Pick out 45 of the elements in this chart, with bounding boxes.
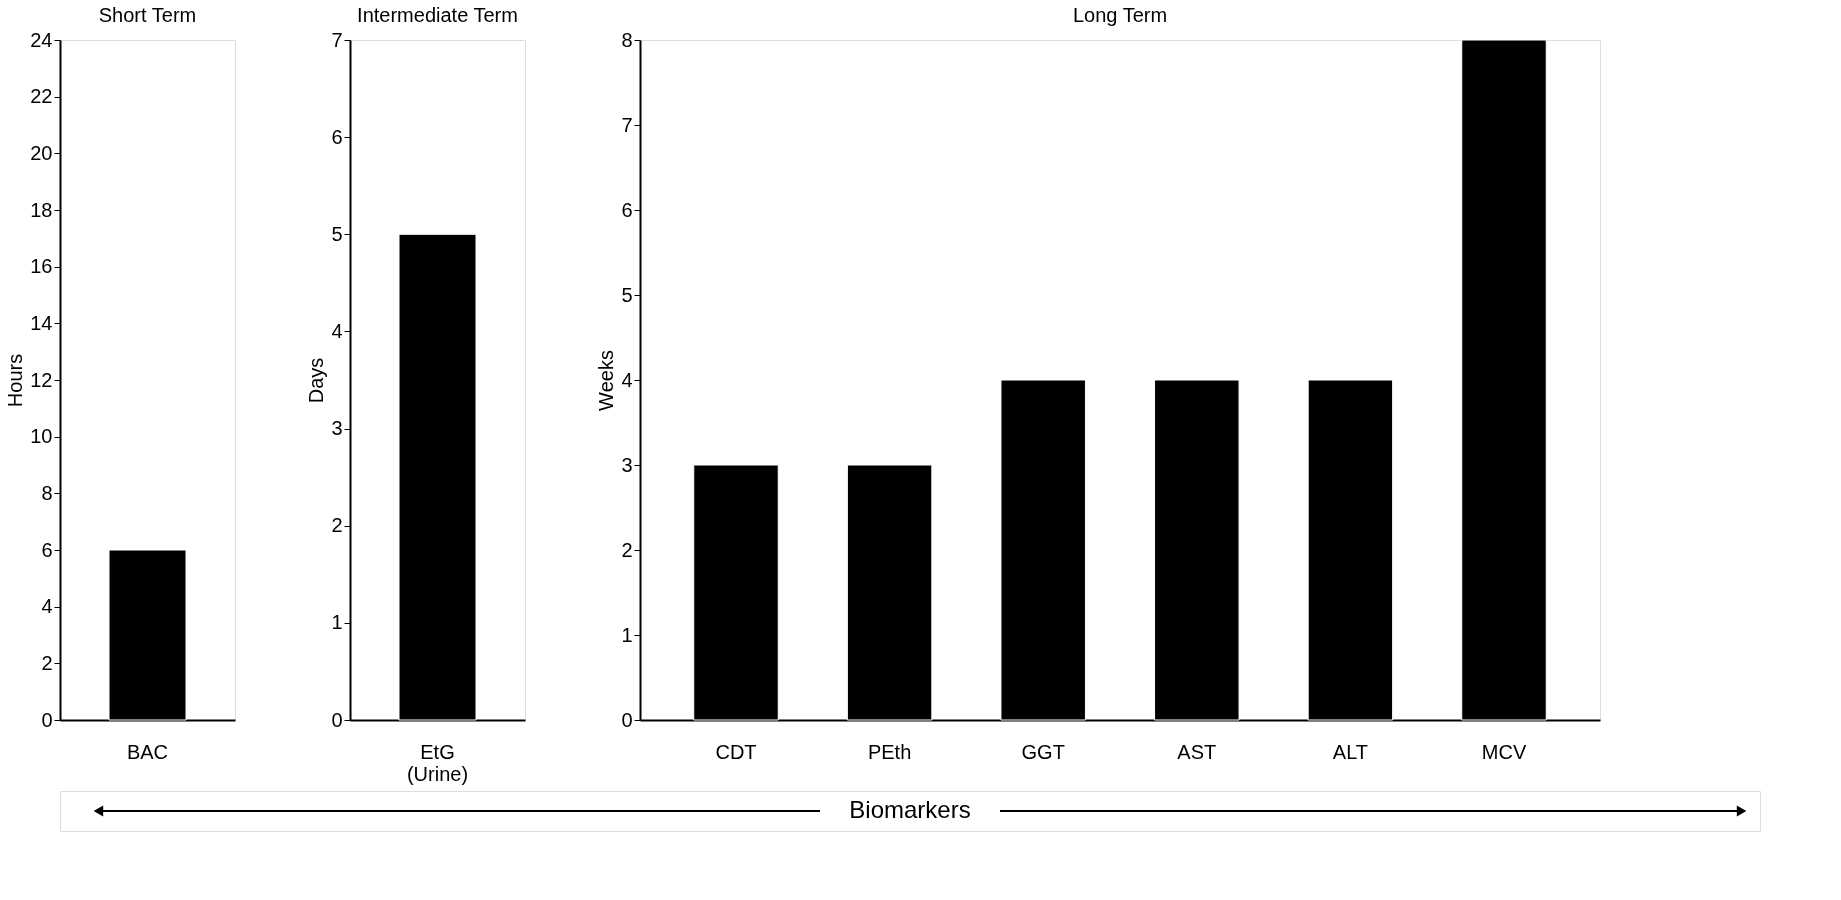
y-axis-title: Days [305,357,328,404]
y-tick-label: 8 [41,481,53,504]
y-tick-label: 24 [30,28,53,51]
y-tick-label: 4 [621,368,633,391]
y-tick-label: 12 [30,368,53,391]
y-tick-label: 8 [621,28,633,51]
x-tick-label: AST [1177,740,1217,763]
y-tick-label: 6 [331,125,343,148]
y-tick-label: 22 [30,85,53,108]
y-tick-label: 4 [331,319,343,342]
y-tick-label: 5 [621,283,633,306]
chart-title: Intermediate Term [357,4,518,26]
y-tick-label: 1 [331,611,343,634]
y-tick-label: 5 [331,222,343,245]
y-tick-label: 2 [41,651,53,674]
y-tick-label: 2 [331,514,343,537]
y-tick-label: 3 [331,417,343,440]
y-tick-label: 18 [30,198,53,221]
y-axis-title: Weeks [595,350,618,411]
y-tick-label: 3 [621,453,633,476]
y-tick-label: 20 [30,141,53,164]
y-tick-label: 7 [331,28,343,51]
y-tick-label: 6 [41,538,53,561]
y-tick-label: 1 [621,623,633,646]
text: Biomarkers [849,796,971,823]
y-tick-label: 14 [30,311,53,334]
x-tick-label: PEth [867,740,912,763]
chart-title: Short Term [98,4,197,26]
y-tick-label: 0 [41,708,53,731]
x-tick-label: ALT [1332,740,1368,763]
x-tick-label: EtG (Urine) [406,740,469,785]
chart-title: Long Term [1072,4,1168,26]
y-tick-label: 2 [621,538,633,561]
x-tick-label: GGT [1021,740,1065,763]
y-tick-label: 4 [41,595,53,618]
x-tick-label: MCV [1481,740,1527,763]
y-tick-label: 10 [30,425,53,448]
y-tick-label: 0 [621,708,633,731]
y-tick-label: 16 [30,255,53,278]
x-tick-label: CDT [715,740,757,763]
y-tick-label: 6 [621,198,633,221]
y-tick-label: 7 [621,113,633,136]
x-tick-label: BAC [126,740,169,763]
y-axis-title: Hours [4,353,27,408]
y-tick-label: 0 [331,708,343,731]
